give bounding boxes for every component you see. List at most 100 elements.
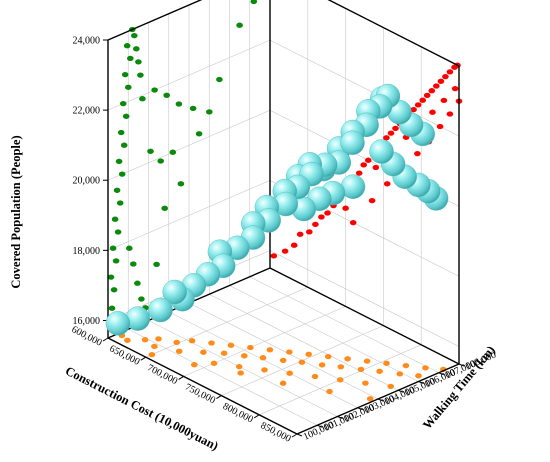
axis-box-edge — [107, 0, 203, 41]
projection-xy-point — [422, 365, 429, 371]
grid-line-floor-y — [209, 293, 399, 391]
projection-yz-point — [177, 181, 185, 187]
x-axis-label: Construction Cost (10,000yuan) — [63, 364, 221, 454]
projection-yz-point — [137, 72, 144, 78]
y-tick-mark — [296, 433, 303, 437]
projection-xy-point — [266, 347, 274, 353]
grid-line-floor-y — [188, 302, 379, 400]
z-tick-label: 22,000 — [73, 106, 101, 117]
projection-xy-point — [387, 383, 395, 390]
projection-yz-point — [153, 261, 160, 268]
projection-yz-point — [161, 205, 168, 211]
y-tick-mark — [398, 389, 404, 393]
projection-xy-point — [363, 358, 371, 364]
projection-yz-point — [121, 71, 129, 78]
projection-xy-point — [191, 362, 198, 368]
x-tick-mark — [140, 356, 147, 361]
projection-xz-point — [296, 231, 304, 237]
projection-xy-point — [357, 366, 365, 373]
main-series-sphere — [340, 130, 365, 155]
grid-line-xz-z — [269, 250, 460, 347]
projection-xz-point — [306, 229, 313, 235]
projection-xy-point — [311, 373, 319, 380]
projection-xz-point — [446, 111, 454, 117]
y-tick-mark — [438, 372, 444, 376]
x-tick-mark — [178, 375, 184, 380]
projection-xy-point — [415, 373, 422, 379]
projection-yz-point — [175, 101, 183, 107]
projection-xz-point — [436, 123, 444, 130]
projection-yz-point — [112, 258, 120, 264]
projection-yz-point — [116, 200, 124, 206]
projection-yz-point — [115, 158, 123, 165]
projection-yz-point — [195, 131, 203, 137]
projection-xz-point — [451, 85, 459, 92]
grid-line-yz-z — [107, 180, 271, 251]
projection-yz-point — [127, 55, 134, 62]
projection-xz-point — [312, 221, 319, 228]
grid-line-floor-y — [148, 320, 338, 417]
projection-xy-point — [286, 370, 294, 376]
projection-xz-point — [349, 219, 357, 226]
projection-xy-point — [402, 362, 410, 369]
projection-yz-point — [120, 142, 128, 148]
grid-line-floor-y — [229, 285, 419, 382]
projection-xz-point — [368, 197, 376, 204]
projection-xz-point — [360, 162, 368, 168]
projection-xz-point — [433, 83, 440, 89]
projection-yz-point — [147, 148, 154, 154]
projection-yz-point — [119, 100, 127, 107]
projection-xy-point — [241, 353, 248, 359]
grid-line-xz-z — [269, 39, 460, 137]
projection-xy-point — [336, 377, 344, 383]
projection-yz-point — [139, 96, 146, 102]
projection-xz-point — [414, 102, 422, 108]
projection-xz-point — [429, 109, 436, 115]
main-series-sphere — [369, 139, 394, 164]
z-tick-label: 20,000 — [73, 176, 101, 187]
projection-xz-point — [318, 214, 325, 220]
projection-xz-point — [392, 125, 399, 132]
projection-yz-point — [157, 158, 164, 164]
projection-xy-point — [208, 340, 215, 346]
y-tick-mark — [377, 398, 384, 402]
grid-line-floor-y — [249, 276, 439, 374]
projection-xy-point — [326, 388, 333, 395]
projection-xy-point — [324, 353, 332, 360]
projection-yz-point — [117, 129, 125, 136]
projection-yz-point — [163, 92, 170, 98]
y-tick-mark — [337, 416, 343, 419]
grid-line-xz-z — [328, 0, 460, 67]
projection-xz-point — [410, 106, 417, 113]
projection-yz-point — [109, 245, 117, 251]
projection-xz-point — [383, 181, 391, 187]
axis-box-edge — [107, 337, 298, 435]
grid-line-floor-y — [128, 328, 318, 426]
projection-yz-point — [250, 0, 258, 5]
main-series-sphere — [162, 279, 187, 305]
projection-xz-point — [442, 73, 449, 80]
projection-yz-point — [126, 245, 133, 251]
projection-xy-point — [259, 355, 267, 361]
projection-xz-point — [324, 210, 331, 216]
main-series-sphere — [148, 297, 173, 323]
x-tick-label: 600,000 — [70, 324, 104, 349]
projection-yz-point — [125, 84, 132, 90]
projection-xz-point — [383, 135, 390, 141]
projection-yz-point — [107, 274, 115, 280]
projection-xz-point — [423, 92, 431, 99]
z-axis-label: Covered Population (People) — [9, 135, 23, 288]
z-tick-label: 24,000 — [73, 36, 101, 47]
projection-yz-point — [118, 171, 126, 177]
projection-yz-point — [135, 59, 142, 65]
projection-yz-point — [206, 109, 213, 115]
projection-yz-point — [133, 46, 140, 52]
projection-xy-point — [366, 396, 374, 402]
projection-yz-point — [111, 216, 119, 222]
projection-xz-point — [428, 88, 436, 94]
projection-yz-point — [216, 76, 223, 83]
projection-xy-point — [237, 370, 244, 376]
projection-xy-point — [141, 337, 149, 343]
projection-xz-point — [414, 150, 421, 157]
